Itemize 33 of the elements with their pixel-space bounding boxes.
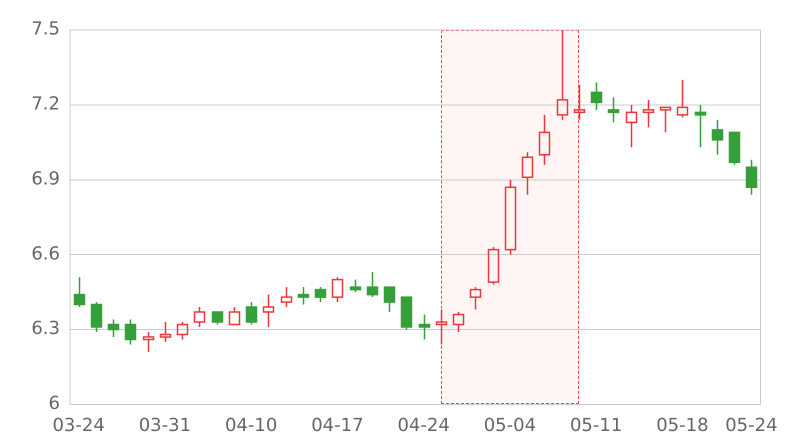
candlestick: [626, 104, 638, 148]
x-tick-label: 05-18: [656, 414, 709, 436]
candlestick: [538, 114, 550, 166]
candlestick: [452, 311, 464, 333]
candlestick: [160, 321, 172, 343]
y-tick-label: 6.9: [31, 168, 60, 190]
x-tick-label: 05-11: [570, 414, 622, 436]
y-tick-label: 6: [48, 393, 60, 414]
candlestick: [556, 29, 568, 121]
x-tick-label: 03-24: [52, 414, 105, 436]
y-tick-label: 6.3: [31, 318, 60, 340]
candlestick: [642, 99, 654, 128]
y-tick-label: 6.6: [31, 243, 60, 264]
candlestick: [436, 308, 448, 346]
candlestick: [470, 286, 482, 310]
candlestick: [504, 179, 516, 256]
x-tick-label: 04-10: [224, 414, 278, 436]
candlestick: [194, 306, 206, 328]
candlestick: [228, 306, 240, 326]
x-tick-label: 05-24: [725, 414, 778, 436]
x-tick-label: 03-31: [138, 414, 192, 436]
candlestick: [262, 294, 274, 328]
candlestick: [522, 152, 534, 196]
x-tick-label: 04-17: [311, 414, 364, 436]
x-tick-label: 05-04: [484, 414, 536, 436]
x-tick-label: 04-24: [397, 414, 450, 436]
y-tick-label: 7.2: [31, 94, 60, 115]
candlestick: [676, 79, 688, 118]
candlestick: [574, 84, 586, 121]
candlestick: [142, 331, 154, 353]
y-tick-label: 7.5: [31, 18, 60, 40]
candlestick: [280, 286, 292, 308]
candlestick: [660, 106, 672, 134]
